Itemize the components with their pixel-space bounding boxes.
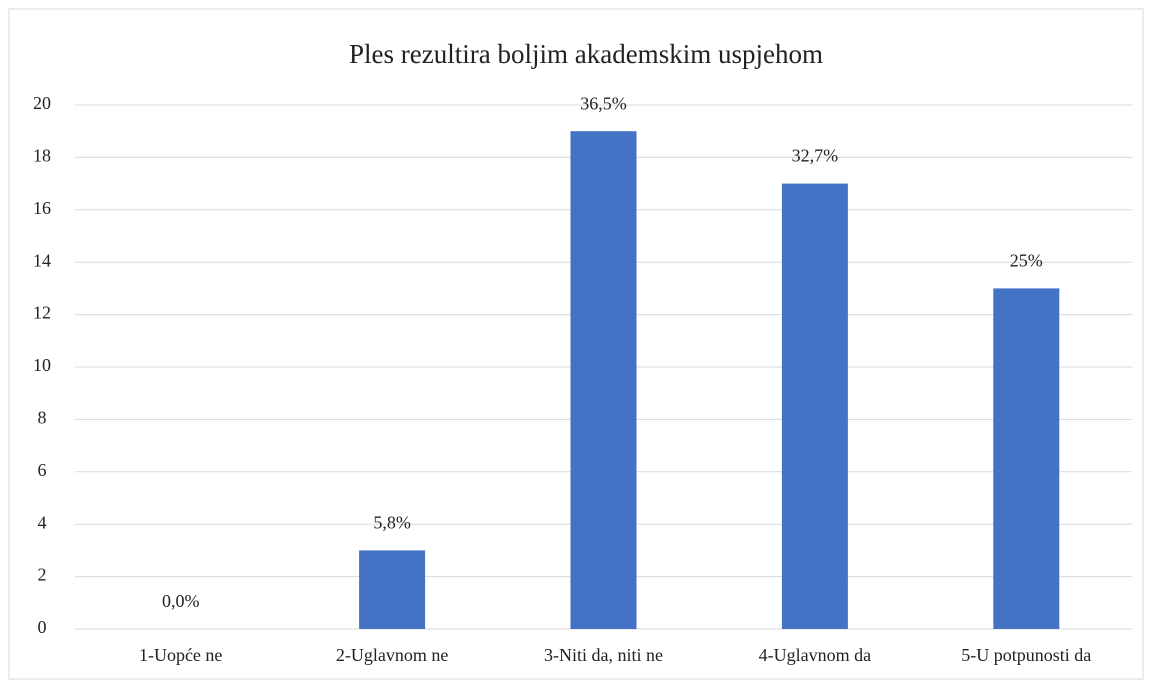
data-label: 5,8% bbox=[373, 513, 411, 533]
y-tick-label: 12 bbox=[33, 303, 51, 323]
y-tick-label: 6 bbox=[38, 460, 47, 480]
y-tick-label: 16 bbox=[33, 198, 51, 218]
data-label: 32,7% bbox=[792, 146, 839, 166]
x-tick-label: 2-Uglavnom ne bbox=[336, 645, 448, 665]
y-tick-label: 14 bbox=[33, 250, 51, 270]
y-tick-label: 18 bbox=[33, 146, 51, 166]
x-tick-label: 5-U potpunosti da bbox=[961, 645, 1091, 665]
y-tick-label: 4 bbox=[38, 512, 47, 532]
x-tick-label: 4-Uglavnom da bbox=[759, 645, 871, 665]
data-label: 0,0% bbox=[162, 591, 200, 611]
bar bbox=[781, 183, 848, 629]
bar bbox=[993, 288, 1060, 629]
chart-title: Ples rezultira boljim akademskim uspjeho… bbox=[349, 39, 823, 69]
y-tick-label: 10 bbox=[33, 355, 51, 375]
x-tick-label: 1-Uopće ne bbox=[139, 645, 222, 665]
bar bbox=[570, 131, 637, 629]
data-label: 25% bbox=[1010, 251, 1043, 271]
x-tick-label: 3-Niti da, niti ne bbox=[544, 645, 663, 665]
y-tick-label: 2 bbox=[38, 565, 47, 585]
y-tick-label: 0 bbox=[38, 617, 47, 637]
y-tick-label: 20 bbox=[33, 93, 51, 113]
data-label: 36,5% bbox=[580, 93, 627, 113]
bar bbox=[359, 550, 426, 629]
y-tick-label: 8 bbox=[38, 408, 47, 428]
